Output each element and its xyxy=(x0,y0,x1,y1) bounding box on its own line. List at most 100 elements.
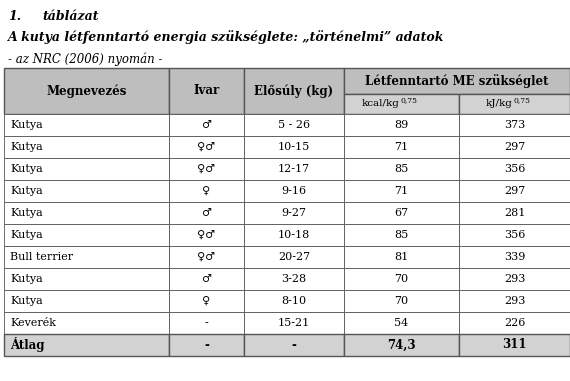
Text: ♀♂: ♀♂ xyxy=(197,142,215,152)
Bar xyxy=(344,290,459,312)
Bar xyxy=(4,114,169,136)
Bar xyxy=(344,202,459,224)
Text: Kutya: Kutya xyxy=(10,230,43,240)
Text: -: - xyxy=(204,338,209,352)
Bar xyxy=(459,94,570,114)
Bar xyxy=(4,180,169,202)
Text: 356: 356 xyxy=(504,164,525,174)
Text: 293: 293 xyxy=(504,274,525,284)
Bar xyxy=(169,68,244,114)
Text: 85: 85 xyxy=(394,164,409,174)
Text: 9-27: 9-27 xyxy=(282,208,307,218)
Bar xyxy=(459,224,570,246)
Bar xyxy=(244,180,344,202)
Bar xyxy=(244,136,344,158)
Text: 281: 281 xyxy=(504,208,525,218)
Text: táblázat: táblázat xyxy=(42,10,99,23)
Text: - az NRC (2006) nyomán -: - az NRC (2006) nyomán - xyxy=(8,52,162,66)
Bar xyxy=(169,268,244,290)
Text: ♀: ♀ xyxy=(202,186,210,196)
Bar xyxy=(344,180,459,202)
Text: 15-21: 15-21 xyxy=(278,318,310,328)
Bar xyxy=(4,136,169,158)
Text: 12-17: 12-17 xyxy=(278,164,310,174)
Text: 67: 67 xyxy=(394,208,409,218)
Bar xyxy=(244,224,344,246)
Bar xyxy=(4,268,169,290)
Bar xyxy=(244,312,344,334)
Text: 0,75: 0,75 xyxy=(514,96,531,104)
Text: Bull terrier: Bull terrier xyxy=(10,252,73,262)
Bar xyxy=(244,114,344,136)
Bar xyxy=(459,158,570,180)
Text: ♀♂: ♀♂ xyxy=(197,252,215,262)
Bar xyxy=(459,268,570,290)
Text: Ivar: Ivar xyxy=(193,85,219,98)
Text: Kutya: Kutya xyxy=(10,142,43,152)
Text: 10-18: 10-18 xyxy=(278,230,310,240)
Bar xyxy=(244,246,344,268)
Text: 297: 297 xyxy=(504,186,525,196)
Text: 71: 71 xyxy=(394,142,409,152)
Text: 356: 356 xyxy=(504,230,525,240)
Text: ♀♂: ♀♂ xyxy=(197,230,215,240)
Bar xyxy=(344,158,459,180)
Text: ♀♂: ♀♂ xyxy=(197,164,215,174)
Text: 226: 226 xyxy=(504,318,525,328)
Bar xyxy=(169,312,244,334)
Bar xyxy=(4,246,169,268)
Bar xyxy=(4,290,169,312)
Text: 10-15: 10-15 xyxy=(278,142,310,152)
Text: Létfenntartó ME szükséglet: Létfenntartó ME szükséglet xyxy=(365,74,549,88)
Bar xyxy=(459,290,570,312)
Text: 20-27: 20-27 xyxy=(278,252,310,262)
Text: 297: 297 xyxy=(504,142,525,152)
Bar xyxy=(459,180,570,202)
Bar xyxy=(169,246,244,268)
Bar xyxy=(459,246,570,268)
Bar xyxy=(344,68,570,94)
Text: ♂: ♂ xyxy=(202,208,211,218)
Text: 8-10: 8-10 xyxy=(282,296,307,306)
Bar xyxy=(344,246,459,268)
Bar xyxy=(344,114,459,136)
Text: ♀: ♀ xyxy=(202,296,210,306)
Bar xyxy=(344,94,459,114)
Bar xyxy=(459,334,570,356)
Text: 70: 70 xyxy=(394,296,409,306)
Bar xyxy=(244,68,344,114)
Text: 9-16: 9-16 xyxy=(282,186,307,196)
Text: 5 - 26: 5 - 26 xyxy=(278,120,310,130)
Text: 70: 70 xyxy=(394,274,409,284)
Bar xyxy=(169,202,244,224)
Bar xyxy=(244,158,344,180)
Bar xyxy=(344,268,459,290)
Text: -: - xyxy=(292,338,296,352)
Text: 311: 311 xyxy=(502,338,527,352)
Text: Megnevezés: Megnevezés xyxy=(46,84,127,98)
Text: kcal/kg: kcal/kg xyxy=(361,99,400,109)
Text: 373: 373 xyxy=(504,120,525,130)
Text: ♂: ♂ xyxy=(202,120,211,130)
Bar xyxy=(459,202,570,224)
Bar xyxy=(4,68,169,114)
Bar xyxy=(169,334,244,356)
Bar xyxy=(169,114,244,136)
Text: 89: 89 xyxy=(394,120,409,130)
Text: 54: 54 xyxy=(394,318,409,328)
Text: 71: 71 xyxy=(394,186,409,196)
Bar xyxy=(4,158,169,180)
Bar xyxy=(459,136,570,158)
Bar xyxy=(169,136,244,158)
Text: kJ/kg: kJ/kg xyxy=(486,99,512,109)
Bar xyxy=(344,136,459,158)
Bar xyxy=(169,290,244,312)
Text: Keverék: Keverék xyxy=(10,318,56,328)
Bar xyxy=(4,334,169,356)
Bar xyxy=(344,224,459,246)
Bar xyxy=(244,268,344,290)
Text: 81: 81 xyxy=(394,252,409,262)
Text: Kutya: Kutya xyxy=(10,120,43,130)
Bar xyxy=(244,290,344,312)
Text: Átlag: Átlag xyxy=(10,338,44,352)
